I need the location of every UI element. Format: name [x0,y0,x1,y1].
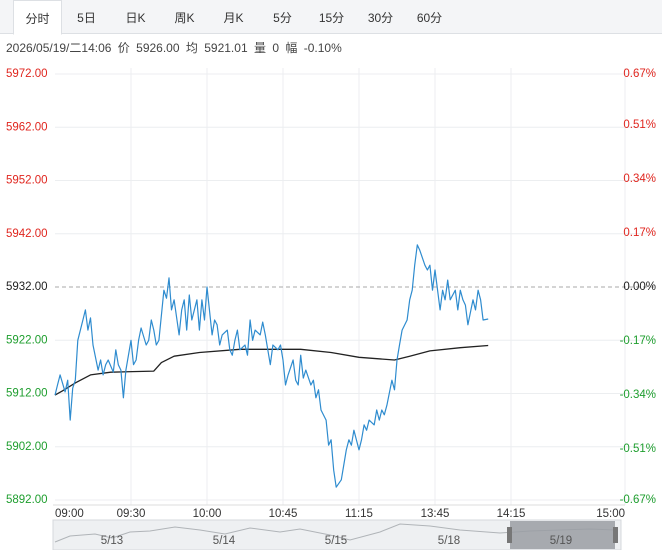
navigator-handle[interactable] [507,527,512,543]
datetime: 2026/05/19/二14:06 [6,41,112,55]
y-tick-label: 5972.00 [6,68,48,80]
y2-tick-label: 0.34% [623,173,656,185]
navigator-selection[interactable] [510,521,615,549]
x-tick-label: 09:30 [117,508,146,520]
navigator-date: 5/13 [101,535,123,547]
y-tick-label: 5902.00 [6,441,48,453]
x-tick-label: 14:15 [497,508,526,520]
y-tick-label: 5922.00 [6,334,48,346]
y2-tick-label: -0.17% [620,335,656,347]
y2-tick-label: 0.17% [623,227,656,239]
tab[interactable]: 分时 [13,0,62,35]
y-tick-label: 5932.00 [6,281,48,293]
plot: 09:00 09:30 10:00 10:45 11:15 13:45 14:15 15:00… [6,68,656,520]
navigator-handle[interactable] [613,527,618,543]
navigator-date: 5/15 [325,535,347,547]
x-tick-label: 13:45 [421,508,450,520]
x-tick-label: 09:00 [55,508,84,520]
y-tick-label: 5952.00 [6,175,48,187]
x-tick-label: 11:15 [345,508,373,520]
info-line: 2026/05/19/二14:06 价 5926.00 均 5921.01 量 … [6,39,345,56]
y-tick-label: 5912.00 [6,388,48,400]
navigator-date: 5/19 [550,535,572,547]
y2-tick-label: -0.34% [620,389,656,401]
y2-tick-label: -0.51% [620,443,656,455]
vol: 0 [272,41,280,55]
tab[interactable]: 15分 [318,11,345,25]
vol-label: 量 [253,41,266,55]
tab[interactable]: 月K [223,11,244,25]
price: 5926.00 [136,41,180,55]
tab[interactable]: 30分 [367,11,394,25]
tab[interactable]: 60分 [416,11,443,25]
price-line [54,244,489,488]
y2-tick-label: 0.67% [623,68,656,80]
average-line [54,344,489,396]
y-tick-label: 5892.00 [6,494,48,506]
x-tick-label: 10:00 [193,508,222,520]
y2-tick-label: -0.67% [620,494,656,506]
tab[interactable]: 5分 [273,11,292,25]
tab[interactable]: 5日 [77,11,96,25]
price-label: 价 [117,41,130,55]
x-tick-label: 15:00 [596,508,625,520]
avg: 5921.01 [204,41,248,55]
navigator-date: 5/18 [438,535,460,547]
tab[interactable]: 日K [125,11,146,25]
tab-bar: 分时 5日 日K 周K 月K 5分 15分 30分 60分 [0,0,662,35]
x-tick-label: 10:45 [269,508,298,520]
chg: -0.10% [303,41,342,55]
y-tick-label: 5962.00 [6,121,48,133]
avg-label: 均 [185,41,198,55]
y-tick-label: 5942.00 [6,228,48,240]
tab[interactable]: 周K [174,11,195,25]
navigator-date: 5/14 [213,535,236,547]
y2-tick-label: 0.00% [623,281,656,293]
y2-tick-label: 0.51% [623,119,656,131]
chg-label: 幅 [285,41,298,55]
